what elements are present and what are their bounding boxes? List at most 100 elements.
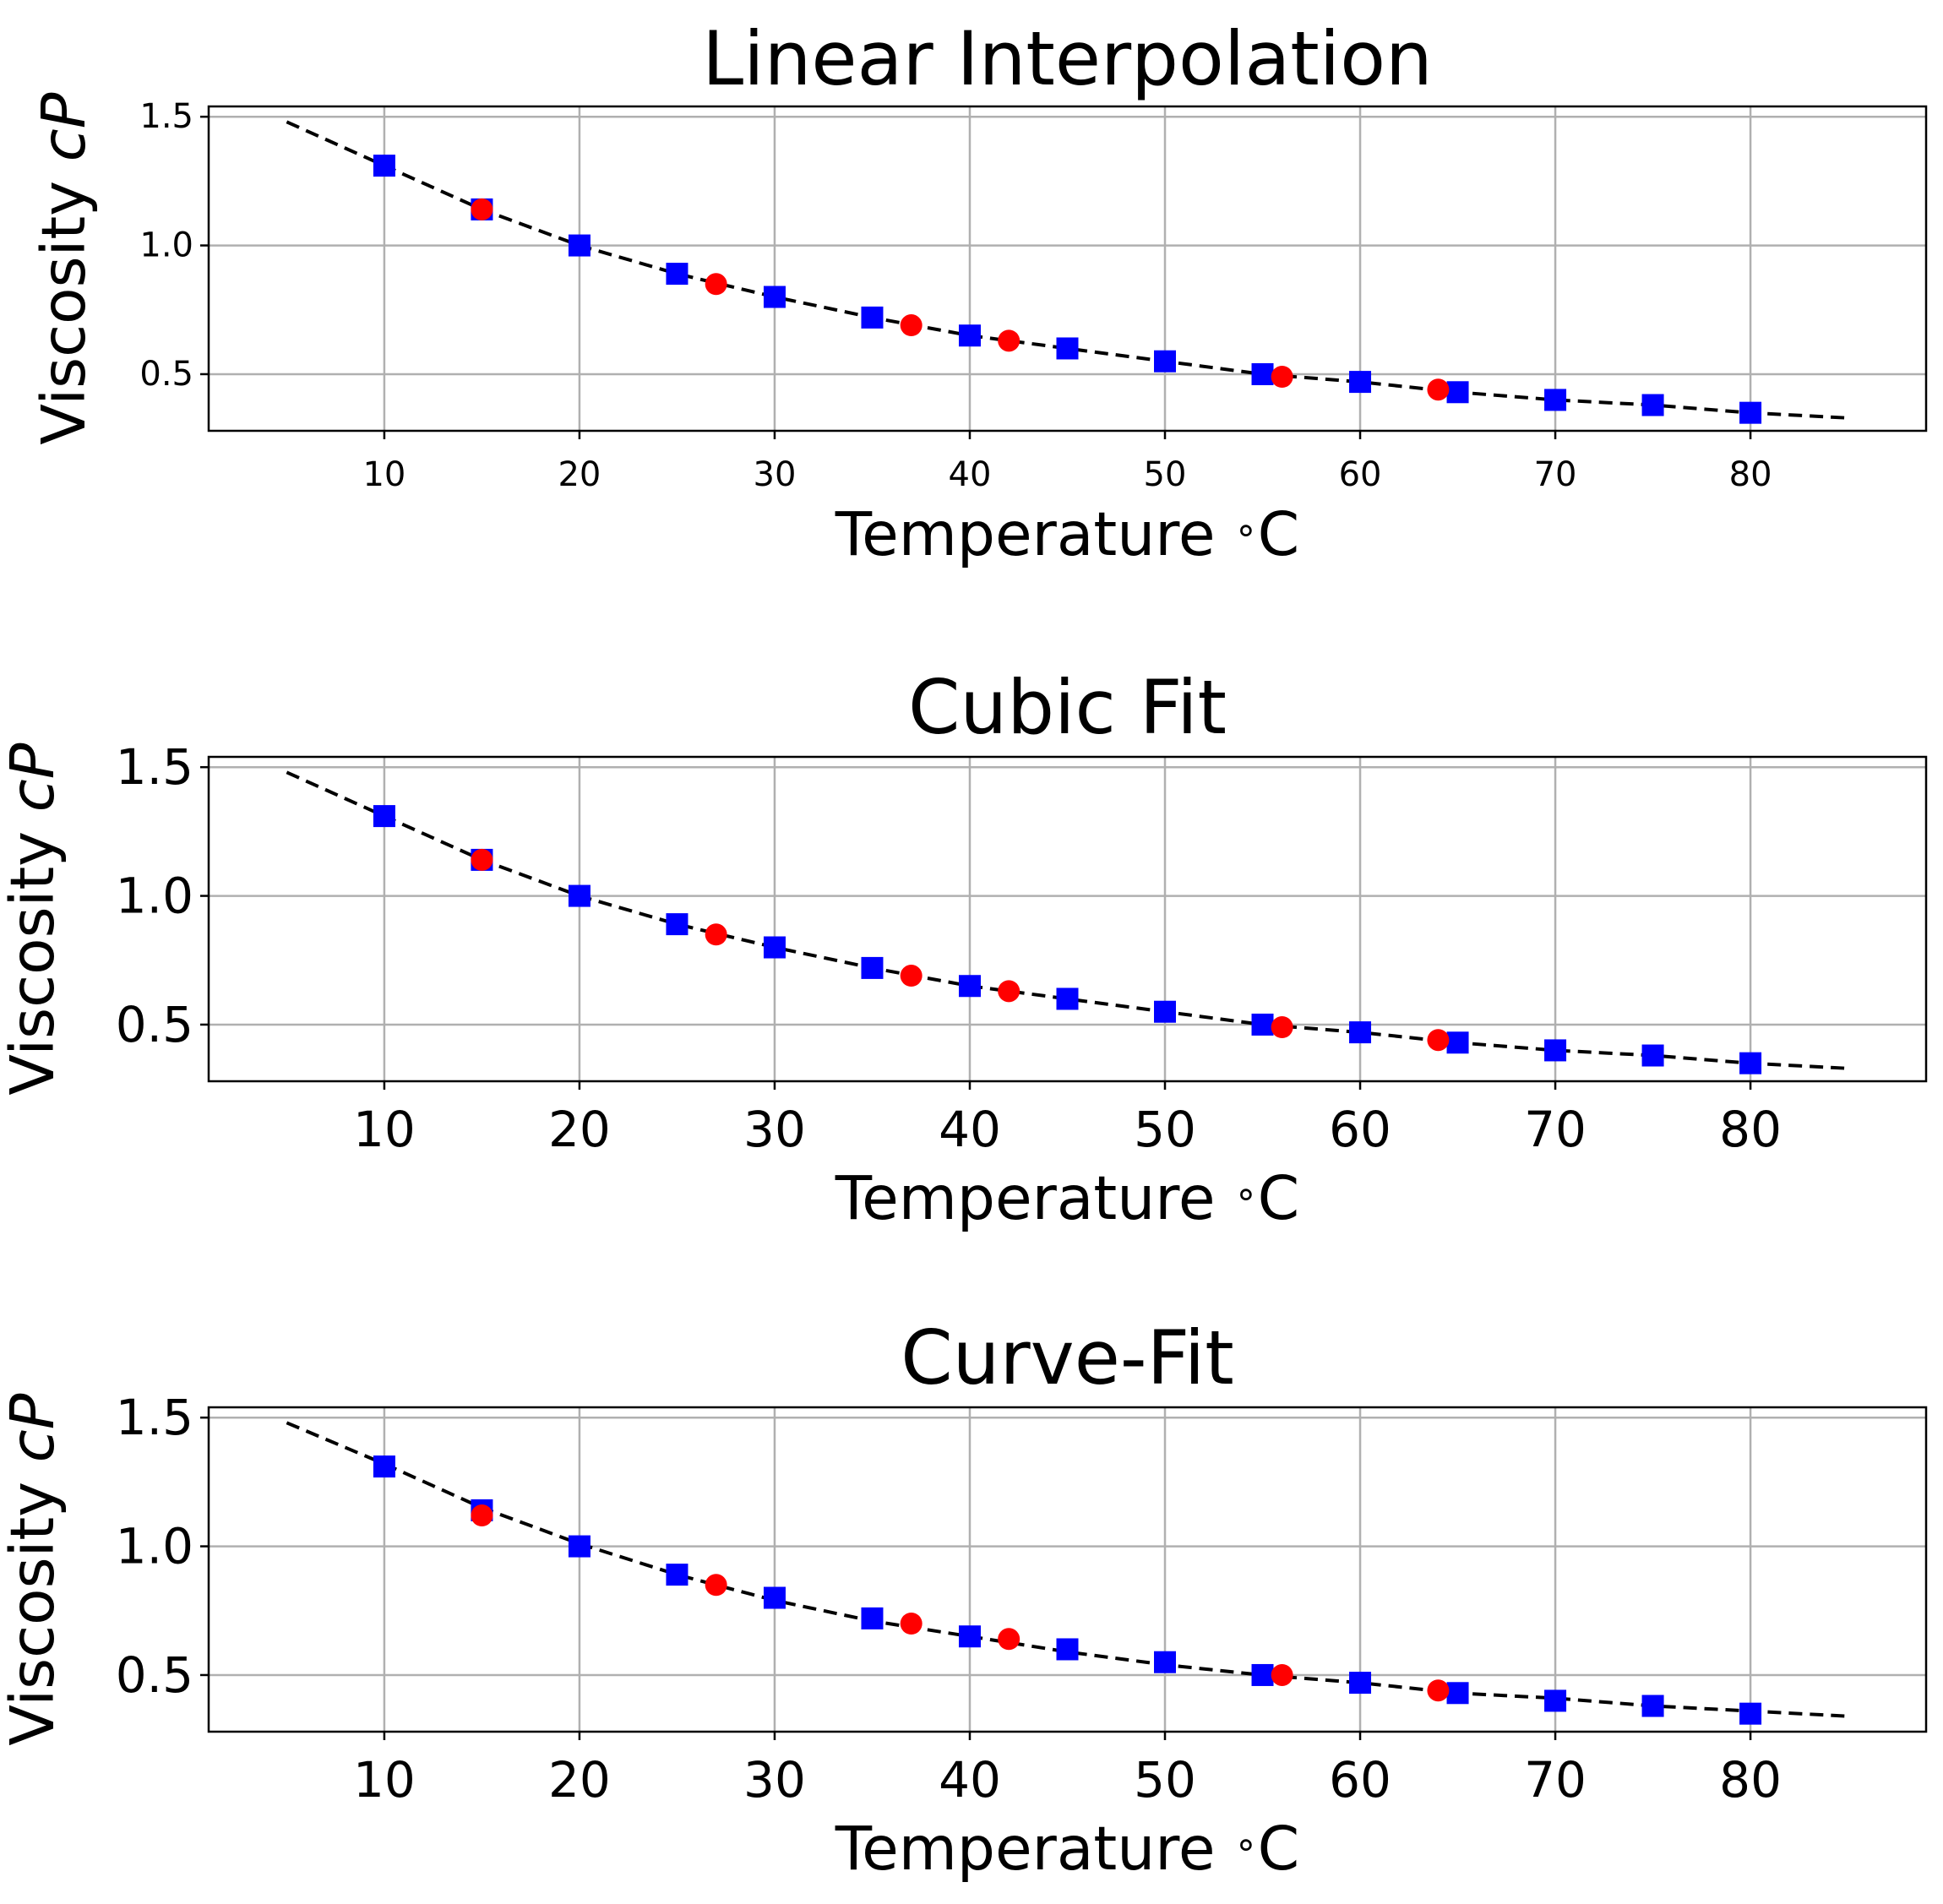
data-point-square	[958, 1625, 981, 1648]
data-point-circle	[471, 848, 493, 871]
x-tick-label: 60	[1339, 455, 1382, 494]
x-tick-label: 30	[743, 1101, 806, 1158]
data-point-square	[958, 324, 981, 347]
data-point-circle	[705, 923, 727, 946]
data-point-square	[1739, 401, 1762, 424]
chart-title: Curve-Fit	[901, 1314, 1234, 1401]
x-tick-label: 50	[1144, 455, 1187, 494]
axes-frame	[207, 1406, 1928, 1733]
data-point-circle	[900, 965, 923, 987]
x-tick-label: 70	[1534, 455, 1577, 494]
data-point-circle	[471, 1504, 493, 1526]
data-point-square	[1544, 1689, 1567, 1712]
data-point-square	[666, 263, 688, 286]
subplot-cubic-fit: 10 20 30 40 50 60 70 80 0.5 1.0 1.5 Cubic Fit Temper…	[0, 664, 1928, 1233]
data-point-square	[1154, 1000, 1177, 1023]
x-tick-label: 20	[548, 1101, 611, 1158]
data-point-square	[1349, 1672, 1372, 1695]
data-point-square	[1349, 1021, 1372, 1044]
x-tick-label: 20	[548, 1751, 611, 1809]
data-point-square	[666, 1564, 688, 1586]
data-point-square	[1544, 1039, 1567, 1062]
data-point-square	[763, 1586, 786, 1609]
y-axis-label: Viscosity cP	[0, 743, 68, 1095]
data-point-square	[1544, 389, 1567, 411]
data-point-square	[1154, 350, 1177, 373]
data-point-square	[1251, 362, 1274, 385]
x-tick-label: 30	[743, 1751, 806, 1809]
axes-frame	[207, 105, 1928, 432]
data-point-circle	[1271, 1016, 1293, 1038]
data-point-square	[568, 234, 591, 257]
x-tick-label: 40	[939, 1101, 1001, 1158]
chart-title: Linear Interpolation	[702, 15, 1433, 102]
x-tick-label: 50	[1134, 1751, 1196, 1809]
data-point-square	[861, 306, 884, 329]
x-tick-label: 80	[1729, 455, 1772, 494]
y-tick-label: 1.0	[116, 868, 193, 925]
y-tick-label: 1.0	[116, 1518, 193, 1575]
data-point-square	[1251, 1013, 1274, 1036]
data-point-circle	[1271, 366, 1293, 388]
x-tick-label: 50	[1134, 1101, 1196, 1158]
data-point-circle	[705, 273, 727, 296]
x-axis-label: Temperature ∘C	[835, 1163, 1299, 1233]
data-point-square	[1056, 1638, 1079, 1661]
y-axis-label: Viscosity cP	[29, 92, 99, 444]
x-tick-label: 80	[1719, 1101, 1782, 1158]
data-point-square	[373, 805, 395, 828]
data-point-square	[1056, 337, 1079, 360]
data-point-circle	[998, 1628, 1020, 1651]
data-point-square	[666, 913, 688, 936]
data-point-square	[373, 1455, 395, 1478]
data-point-square	[568, 1535, 591, 1558]
data-point-circle	[998, 329, 1020, 352]
y-tick-label: 0.5	[116, 996, 193, 1053]
data-point-square	[568, 884, 591, 907]
x-tick-label: 10	[353, 1101, 416, 1158]
fit-line	[286, 1421, 1848, 1718]
data-point-circle	[705, 1574, 727, 1597]
subplot-curve-fit: 10 20 30 40 50 60 70 80 0.5 1.0 1.5 Curve-Fit Temper…	[0, 1314, 1928, 1884]
y-tick-label: 0.5	[139, 355, 193, 394]
data-point-square	[861, 956, 884, 979]
x-tick-label: 30	[754, 455, 797, 494]
x-tick-label: 10	[353, 1751, 416, 1809]
x-tick-label: 70	[1524, 1751, 1587, 1809]
data-point-square	[763, 936, 786, 959]
data-point-square	[1739, 1702, 1762, 1725]
data-point-circle	[1427, 378, 1450, 401]
data-point-square	[763, 286, 786, 308]
x-tick-label: 60	[1329, 1101, 1391, 1158]
data-point-square	[958, 975, 981, 998]
data-point-square	[1056, 987, 1079, 1010]
data-point-square	[1641, 1044, 1664, 1067]
axes-frame	[207, 755, 1928, 1083]
y-tick-label: 1.0	[139, 226, 193, 265]
data-point-square	[1641, 1695, 1664, 1717]
data-point-square	[1641, 394, 1664, 416]
x-axis-label: Temperature ∘C	[835, 499, 1299, 569]
data-point-square	[373, 155, 395, 177]
data-point-square	[1446, 381, 1469, 404]
x-tick-label: 80	[1719, 1751, 1782, 1809]
data-point-circle	[900, 1613, 923, 1635]
y-tick-label: 1.5	[116, 1389, 193, 1446]
y-axis-label: Viscosity cP	[0, 1393, 68, 1745]
data-point-circle	[1427, 1029, 1450, 1052]
x-tick-label: 60	[1329, 1751, 1391, 1809]
x-tick-label: 20	[558, 455, 601, 494]
data-point-square	[1446, 1682, 1469, 1705]
data-point-square	[1446, 1031, 1469, 1054]
data-point-square	[861, 1607, 884, 1629]
subplot-linear-interpolation: 10 20 30 40 50 60 70 80 0.5 1.0 1.5 Linear Interpol…	[29, 15, 1928, 569]
data-point-circle	[1427, 1679, 1450, 1702]
y-tick-label: 1.5	[116, 738, 193, 796]
x-tick-label: 40	[949, 455, 992, 494]
y-tick-label: 1.5	[139, 97, 193, 136]
data-point-square	[1739, 1052, 1762, 1074]
x-tick-label: 10	[362, 455, 405, 494]
data-point-square	[1251, 1663, 1274, 1686]
x-axis-label: Temperature ∘C	[835, 1814, 1299, 1884]
